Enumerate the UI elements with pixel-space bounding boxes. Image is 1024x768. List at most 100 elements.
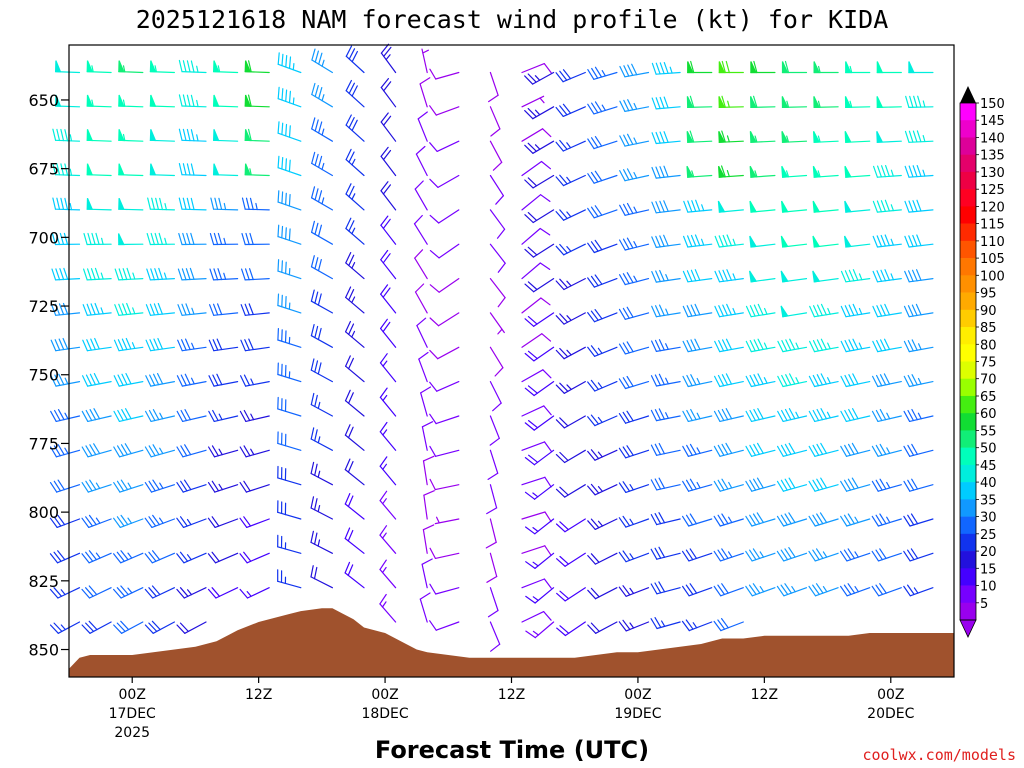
barb-full: [178, 163, 183, 176]
colorbar-label: 15: [980, 562, 997, 577]
wind-barb: [487, 587, 499, 618]
wind-barb: [212, 129, 239, 142]
barb-full: [591, 67, 599, 79]
speed-colorbar: 1501451401351301251201151101051009590858…: [959, 86, 1005, 638]
barb-full: [627, 64, 634, 76]
barb-full: [721, 583, 729, 594]
wind-barb: [651, 131, 681, 145]
barb-full: [151, 197, 155, 210]
colorbar-label: 20: [980, 545, 997, 560]
barb-full: [903, 410, 911, 422]
colorbar-label: 90: [980, 304, 997, 319]
wind-barb: [489, 209, 506, 239]
barb-half: [849, 100, 853, 108]
barb-half: [732, 273, 737, 281]
barb-full: [839, 585, 848, 597]
wind-barb: [524, 209, 555, 224]
barb-full: [317, 259, 322, 272]
barb-flag: [86, 94, 94, 107]
barb-full: [382, 287, 391, 298]
barb-full: [871, 480, 879, 492]
wind-barb: [113, 408, 144, 422]
barb-flag: [749, 200, 757, 213]
wind-barb: [241, 268, 270, 281]
barb-full: [178, 59, 183, 73]
barb-full: [525, 561, 536, 570]
wind-barb: [345, 286, 365, 314]
barb-half: [633, 172, 638, 179]
wind-barb: [903, 478, 934, 492]
barb-full: [53, 587, 63, 597]
barb-full: [852, 303, 859, 316]
barb-half: [127, 587, 133, 594]
barb-flag: [686, 131, 694, 143]
barb-full: [49, 482, 58, 493]
barb-full: [590, 587, 600, 598]
barb-full: [911, 408, 918, 421]
barb-half: [754, 170, 758, 178]
barb-full: [152, 514, 160, 526]
barb-half: [759, 551, 765, 558]
wind-barb: [277, 224, 302, 245]
barb-full: [559, 313, 569, 323]
barb-full: [911, 374, 918, 386]
barb-staff: [489, 415, 500, 439]
barb-full: [883, 373, 891, 385]
barb-full: [618, 551, 627, 563]
barb-full: [524, 422, 535, 431]
barb-full: [159, 197, 163, 211]
wind-barb: [177, 303, 207, 316]
barb-full: [153, 338, 160, 351]
barb-full: [911, 339, 918, 351]
wind-barb: [489, 174, 504, 205]
barb-half: [827, 307, 831, 315]
barb-staff: [423, 494, 428, 520]
colorbar-swatch: [960, 206, 976, 224]
credit-link[interactable]: coolwx.com/models: [862, 746, 1016, 764]
barb-full: [663, 61, 669, 74]
barb-half: [566, 349, 572, 356]
colorbar-label: 130: [980, 166, 1005, 181]
barb-full: [780, 514, 789, 526]
wind-barb: [521, 333, 552, 348]
barb-full: [348, 357, 354, 370]
wind-barb: [521, 95, 545, 108]
barb-staff: [489, 209, 506, 230]
barb-full: [486, 507, 498, 515]
barb-full: [816, 478, 824, 490]
wind-barb: [872, 199, 902, 213]
wind-barb: [839, 548, 871, 562]
x-tick-date: 20DEC: [867, 706, 914, 722]
wind-barb: [521, 511, 552, 523]
barb-full: [618, 378, 627, 390]
barb-full: [90, 303, 96, 316]
barb-full: [53, 551, 62, 562]
barb-full: [542, 369, 552, 379]
wind-barb: [776, 546, 808, 562]
barb-full: [64, 197, 69, 211]
wind-barb: [113, 620, 144, 634]
wind-barb: [650, 616, 681, 630]
barb-full: [185, 338, 191, 351]
colorbar-swatch: [960, 602, 976, 621]
wind-barb: [525, 552, 555, 570]
barb-full: [94, 267, 100, 280]
wind-barb: [277, 396, 302, 417]
barb-half: [696, 481, 701, 489]
barb-full: [654, 305, 661, 317]
barb-full: [871, 550, 880, 562]
colorbar-swatch: [960, 413, 976, 431]
barb-full: [117, 374, 124, 386]
barb-staff: [489, 278, 506, 299]
barb-full: [713, 585, 722, 597]
barb-full: [125, 373, 132, 385]
wind-barb: [429, 620, 460, 631]
barb-full: [182, 163, 187, 176]
barb-full: [212, 409, 219, 422]
colorbar-label: 105: [980, 252, 1005, 267]
wind-barb: [682, 478, 713, 492]
barb-full: [241, 268, 246, 281]
wind-barb: [345, 252, 365, 280]
barb-full: [559, 139, 568, 150]
wind-barb: [714, 303, 744, 318]
